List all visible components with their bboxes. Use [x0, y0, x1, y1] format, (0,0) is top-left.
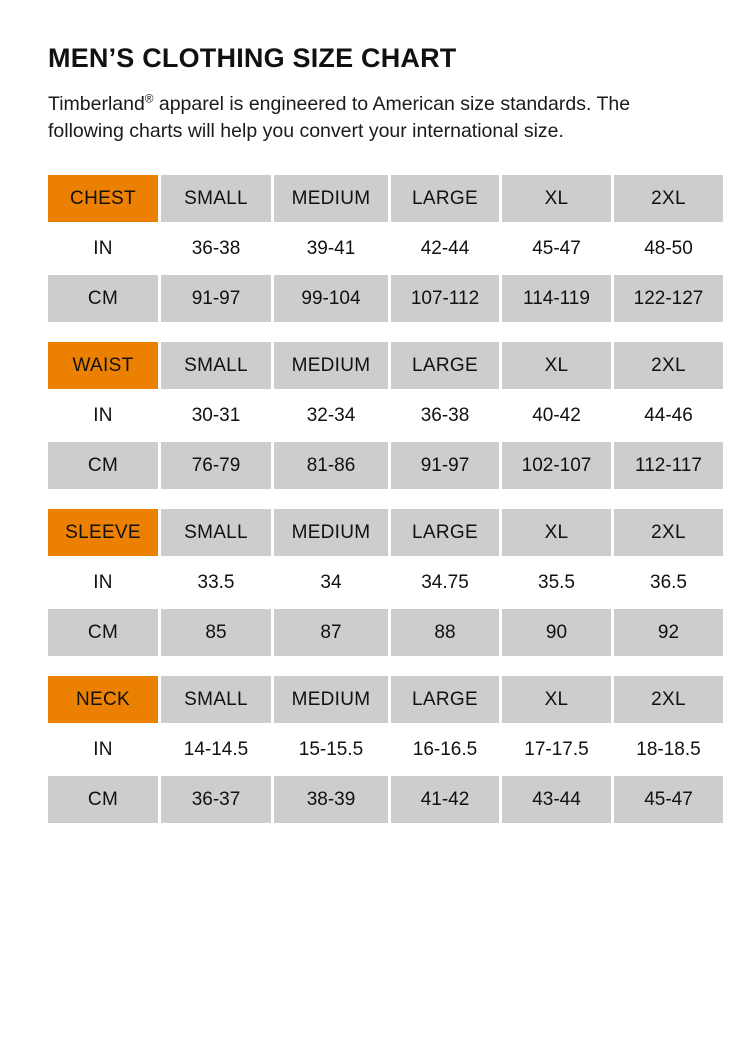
measurement-cell: 34.75: [391, 559, 499, 607]
table-row: CM 85 87 88 90 92: [48, 609, 723, 657]
size-header-2xl: 2XL: [614, 342, 723, 390]
measurement-cell: 42-44: [391, 225, 499, 273]
table-row: IN 30-31 32-34 36-38 40-42 44-46: [48, 392, 723, 440]
measurement-cell: 14-14.5: [161, 726, 271, 774]
measurement-cell: 91-97: [161, 275, 271, 323]
size-header-xl: XL: [502, 175, 611, 223]
measurement-cell: 17-17.5: [502, 726, 611, 774]
measurement-cell: 107-112: [391, 275, 499, 323]
size-header-small: SMALL: [161, 342, 271, 390]
page-title: MEN’S CLOTHING SIZE CHART: [48, 43, 457, 73]
size-header-medium: MEDIUM: [274, 342, 388, 390]
size-header-small: SMALL: [161, 676, 271, 724]
measurement-cell: 43-44: [502, 776, 611, 824]
measurement-cell: 45-47: [614, 776, 723, 824]
size-header-xl: XL: [502, 509, 611, 557]
table-header-row: SLEEVE SMALL MEDIUM LARGE XL 2XL: [48, 509, 723, 557]
size-header-large: LARGE: [391, 175, 499, 223]
table-row: IN 14-14.5 15-15.5 16-16.5 17-17.5 18-18…: [48, 726, 723, 774]
size-table-waist: WAIST SMALL MEDIUM LARGE XL 2XL IN 30-31…: [45, 339, 726, 492]
measurement-cell: 76-79: [161, 442, 271, 490]
table-header-row: NECK SMALL MEDIUM LARGE XL 2XL: [48, 676, 723, 724]
table-header-row: CHEST SMALL MEDIUM LARGE XL 2XL: [48, 175, 723, 223]
registered-trademark-icon: ®: [144, 92, 154, 106]
measurement-cell: 36.5: [614, 559, 723, 607]
measurement-cell: 122-127: [614, 275, 723, 323]
size-header-large: LARGE: [391, 342, 499, 390]
table-row: CM 91-97 99-104 107-112 114-119 122-127: [48, 275, 723, 323]
size-table-neck: NECK SMALL MEDIUM LARGE XL 2XL IN 14-14.…: [45, 673, 726, 826]
unit-label-cm: CM: [48, 275, 158, 323]
intro-text: apparel is engineered to American size s…: [48, 92, 631, 143]
size-header-medium: MEDIUM: [274, 175, 388, 223]
category-header-waist: WAIST: [48, 342, 158, 390]
measurement-cell: 18-18.5: [614, 726, 723, 774]
measurement-cell: 44-46: [614, 392, 723, 440]
measurement-cell: 81-86: [274, 442, 388, 490]
unit-label-cm: CM: [48, 609, 158, 657]
intro-paragraph: Timberland® apparel is engineered to Ame…: [48, 74, 673, 146]
measurement-cell: 41-42: [391, 776, 499, 824]
measurement-cell: 15-15.5: [274, 726, 388, 774]
brand-name: Timberland: [48, 92, 145, 115]
category-header-chest: CHEST: [48, 175, 158, 223]
measurement-cell: 34: [274, 559, 388, 607]
measurement-cell: 48-50: [614, 225, 723, 273]
size-header-small: SMALL: [161, 509, 271, 557]
table-row: IN 36-38 39-41 42-44 45-47 48-50: [48, 225, 723, 273]
measurement-cell: 88: [391, 609, 499, 657]
measurement-cell: 32-34: [274, 392, 388, 440]
measurement-cell: 114-119: [502, 275, 611, 323]
measurement-cell: 16-16.5: [391, 726, 499, 774]
size-header-large: LARGE: [391, 509, 499, 557]
measurement-cell: 102-107: [502, 442, 611, 490]
unit-label-in: IN: [48, 392, 158, 440]
size-header-medium: MEDIUM: [274, 509, 388, 557]
table-row: CM 76-79 81-86 91-97 102-107 112-117: [48, 442, 723, 490]
measurement-cell: 40-42: [502, 392, 611, 440]
size-header-2xl: 2XL: [614, 509, 723, 557]
measurement-cell: 85: [161, 609, 271, 657]
size-header-large: LARGE: [391, 676, 499, 724]
measurement-cell: 36-38: [391, 392, 499, 440]
table-row: CM 36-37 38-39 41-42 43-44 45-47: [48, 776, 723, 824]
measurement-cell: 36-37: [161, 776, 271, 824]
measurement-cell: 33.5: [161, 559, 271, 607]
size-table-chest: CHEST SMALL MEDIUM LARGE XL 2XL IN 36-38…: [45, 172, 726, 325]
unit-label-in: IN: [48, 726, 158, 774]
size-header-xl: XL: [502, 342, 611, 390]
unit-label-in: IN: [48, 225, 158, 273]
measurement-cell: 38-39: [274, 776, 388, 824]
measurement-cell: 90: [502, 609, 611, 657]
size-table-sleeve: SLEEVE SMALL MEDIUM LARGE XL 2XL IN 33.5…: [45, 506, 726, 659]
size-header-2xl: 2XL: [614, 175, 723, 223]
unit-label-cm: CM: [48, 776, 158, 824]
measurement-cell: 92: [614, 609, 723, 657]
measurement-cell: 39-41: [274, 225, 388, 273]
unit-label-cm: CM: [48, 442, 158, 490]
size-header-2xl: 2XL: [614, 676, 723, 724]
table-row: IN 33.5 34 34.75 35.5 36.5: [48, 559, 723, 607]
size-header-medium: MEDIUM: [274, 676, 388, 724]
measurement-cell: 87: [274, 609, 388, 657]
measurement-cell: 45-47: [502, 225, 611, 273]
measurement-cell: 35.5: [502, 559, 611, 607]
size-header-xl: XL: [502, 676, 611, 724]
measurement-cell: 112-117: [614, 442, 723, 490]
measurement-cell: 36-38: [161, 225, 271, 273]
measurement-cell: 91-97: [391, 442, 499, 490]
category-header-sleeve: SLEEVE: [48, 509, 158, 557]
table-header-row: WAIST SMALL MEDIUM LARGE XL 2XL: [48, 342, 723, 390]
size-tables-container: CHEST SMALL MEDIUM LARGE XL 2XL IN 36-38…: [48, 146, 723, 826]
size-header-small: SMALL: [161, 175, 271, 223]
unit-label-in: IN: [48, 559, 158, 607]
category-header-neck: NECK: [48, 676, 158, 724]
measurement-cell: 99-104: [274, 275, 388, 323]
measurement-cell: 30-31: [161, 392, 271, 440]
